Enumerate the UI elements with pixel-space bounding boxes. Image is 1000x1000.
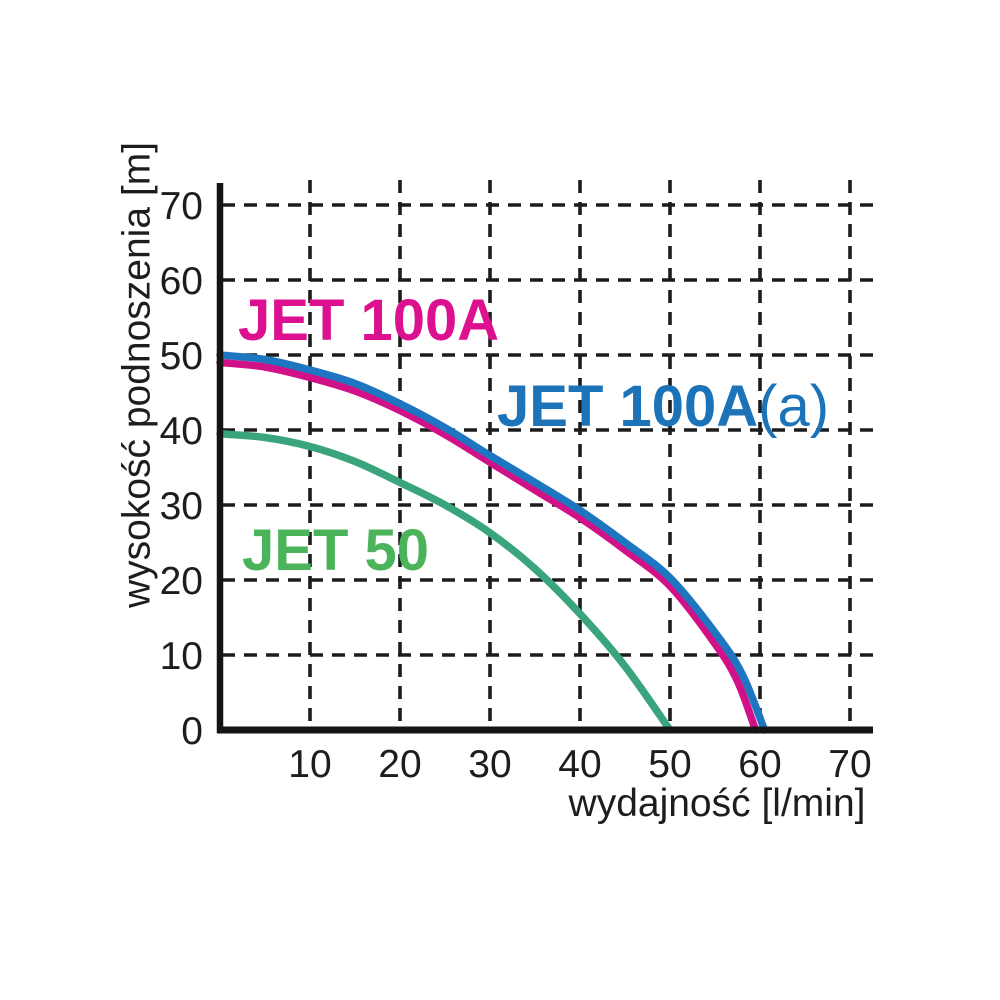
curve-jet-100a bbox=[216, 358, 760, 734]
y-tick-label-30: 30 bbox=[160, 485, 203, 528]
tick-labels: 0 10 20 30 40 50 60 70 10 20 30 40 50 60 70 bbox=[160, 185, 872, 786]
x-tick-label-30: 30 bbox=[468, 743, 511, 786]
y-axis-title: wysokość podnoszenia [m] bbox=[115, 141, 159, 609]
x-tick-label-40: 40 bbox=[558, 743, 601, 786]
x-tick-label-60: 60 bbox=[738, 743, 781, 786]
curve-label-jet-50: JET 50 bbox=[242, 518, 429, 583]
curve-jet-100a-a bbox=[216, 351, 769, 734]
x-tick-label-20: 20 bbox=[378, 743, 421, 786]
y-tick-label-40: 40 bbox=[160, 410, 203, 453]
y-tick-label-20: 20 bbox=[160, 560, 203, 603]
y-tick-label-0: 0 bbox=[181, 710, 203, 753]
gridlines bbox=[222, 180, 881, 730]
y-tick-label-10: 10 bbox=[160, 635, 203, 678]
curve-label-jet-100a-a: JET 100A(a) bbox=[497, 378, 829, 436]
x-tick-label-10: 10 bbox=[288, 743, 331, 786]
x-tick-label-70: 70 bbox=[828, 743, 871, 786]
y-tick-label-60: 60 bbox=[160, 260, 203, 303]
x-tick-label-50: 50 bbox=[648, 743, 691, 786]
x-axis-title: wydajność [l/min] bbox=[568, 782, 866, 825]
curve-jet-50 bbox=[216, 430, 674, 734]
curve-label-jet-100a: JET 100A bbox=[238, 288, 500, 353]
y-tick-label-70: 70 bbox=[160, 185, 203, 228]
axes bbox=[216, 183, 873, 734]
curve-label-jet-100a-a-suffix: (a) bbox=[758, 374, 830, 439]
pump-curves bbox=[216, 351, 769, 734]
curve-label-jet-100a-a-main: JET 100A bbox=[497, 374, 759, 439]
y-tick-label-50: 50 bbox=[160, 335, 203, 378]
